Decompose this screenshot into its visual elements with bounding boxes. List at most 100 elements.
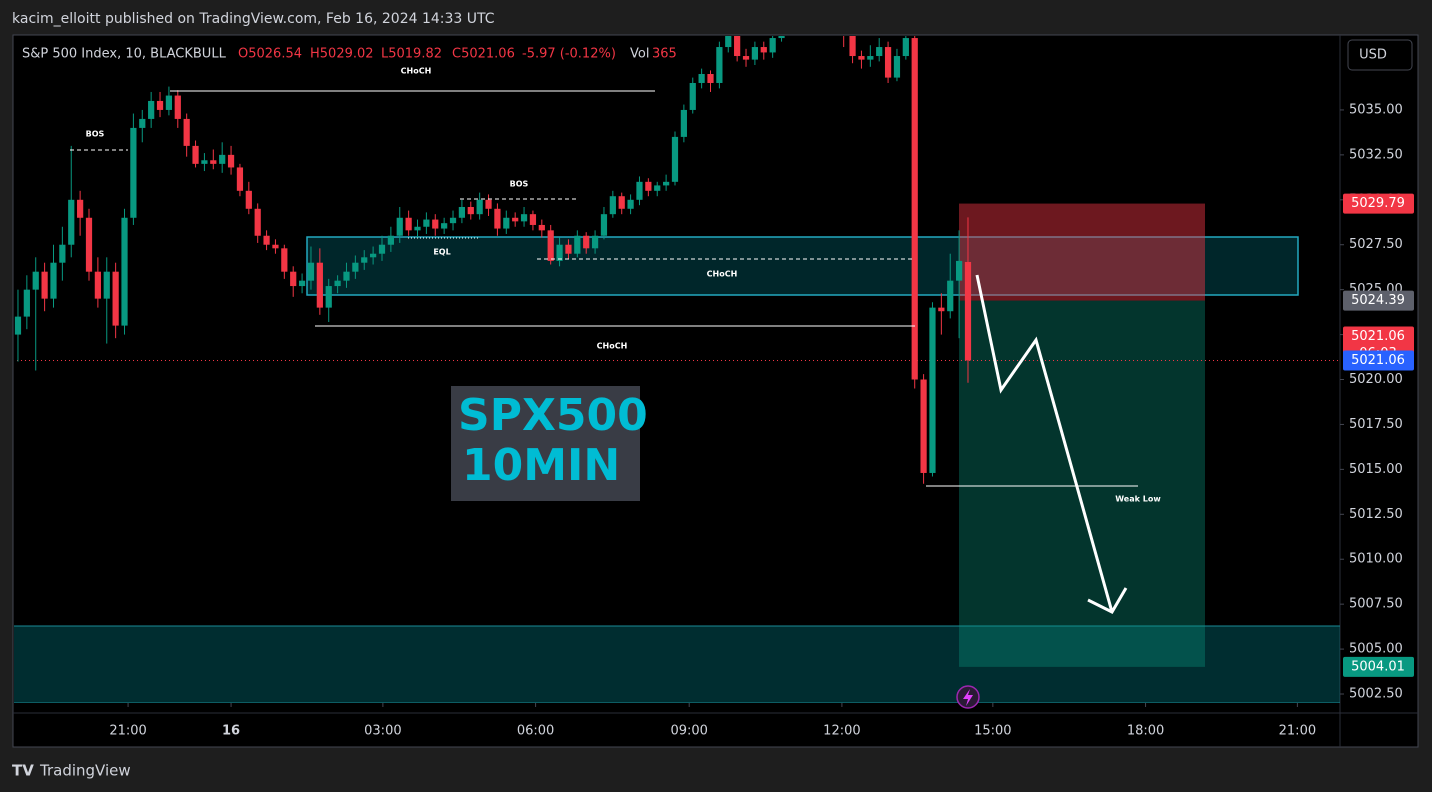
candle-body bbox=[609, 196, 616, 215]
x-tick-label: 15:00 bbox=[974, 724, 1011, 739]
y-tick-label: 5002.50 bbox=[1349, 687, 1403, 702]
candle-body bbox=[529, 214, 537, 225]
candle-body bbox=[130, 127, 137, 218]
candle-body bbox=[449, 217, 457, 224]
candle-body bbox=[485, 199, 492, 209]
candle-body bbox=[77, 199, 84, 218]
candle-body bbox=[689, 82, 696, 110]
y-tick-label: 5017.50 bbox=[1349, 417, 1403, 432]
y-tick-label: 5035.00 bbox=[1349, 102, 1403, 117]
candle-body bbox=[254, 208, 261, 236]
candle-body bbox=[361, 257, 368, 263]
candle-body bbox=[884, 47, 892, 78]
candle-body bbox=[68, 199, 75, 245]
candle-body bbox=[227, 154, 235, 168]
candle-body bbox=[503, 217, 510, 229]
candle-body bbox=[236, 167, 244, 191]
candle-body bbox=[219, 154, 226, 164]
candle-body bbox=[210, 160, 217, 164]
publisher: kacim_elloitt published on TradingView.c… bbox=[12, 11, 495, 27]
candle-body bbox=[41, 271, 48, 299]
candle-body bbox=[716, 47, 723, 83]
annotation: BOS bbox=[86, 130, 105, 139]
candle-body bbox=[387, 235, 394, 245]
annotation: BOS bbox=[510, 180, 529, 189]
candle-body bbox=[600, 214, 608, 236]
candle-body bbox=[645, 181, 652, 191]
y-tick-label: 5012.50 bbox=[1349, 507, 1403, 522]
candle-body bbox=[547, 230, 554, 261]
candle-body bbox=[467, 206, 474, 215]
candle-body bbox=[23, 289, 30, 317]
annotation: CHoCH bbox=[707, 270, 738, 279]
y-tick-label: 5027.50 bbox=[1349, 237, 1403, 252]
candle-body bbox=[414, 226, 421, 231]
price-label-box bbox=[1343, 656, 1414, 677]
x-tick-label: 03:00 bbox=[364, 724, 401, 739]
y-tick-label: 5032.50 bbox=[1349, 147, 1403, 162]
alert-bolt bbox=[963, 689, 973, 706]
candle-body bbox=[849, 36, 856, 57]
candle-body bbox=[680, 109, 687, 137]
candle-body bbox=[59, 244, 66, 263]
candle-body bbox=[938, 307, 945, 312]
candle-body bbox=[893, 56, 901, 78]
y-tick-label: 5005.00 bbox=[1349, 642, 1403, 657]
big-label: SPX500 bbox=[458, 390, 648, 441]
candle-body bbox=[263, 235, 270, 245]
candle-body bbox=[458, 206, 466, 218]
candle-body bbox=[32, 271, 39, 290]
candle-body bbox=[955, 260, 963, 281]
candle-body bbox=[494, 208, 501, 229]
candle-body bbox=[405, 217, 412, 231]
candle-body bbox=[441, 223, 448, 229]
currency-button[interactable] bbox=[1347, 39, 1413, 71]
candle-body bbox=[671, 136, 679, 182]
x-tick-label: 21:00 bbox=[109, 724, 146, 739]
candle-body bbox=[751, 47, 759, 60]
candle-body bbox=[370, 253, 377, 258]
arrow bbox=[975, 274, 1114, 613]
price-label-box bbox=[1343, 290, 1414, 311]
candle-body bbox=[778, 36, 785, 39]
y-tick-label: 5015.00 bbox=[1349, 462, 1403, 477]
legend-low: L5019.82 bbox=[381, 47, 442, 62]
candle-body bbox=[476, 199, 483, 215]
candle-body bbox=[725, 36, 732, 48]
candle-body bbox=[192, 145, 199, 164]
candle-body bbox=[298, 280, 306, 287]
legend-high: H5029.02 bbox=[310, 47, 374, 62]
candle-body bbox=[520, 214, 528, 222]
price-label-box bbox=[1343, 193, 1414, 214]
candle-body bbox=[174, 95, 181, 119]
candle-body bbox=[858, 56, 865, 60]
price-label: 5021.06 bbox=[1351, 353, 1405, 368]
legend-change: -5.97 (-0.12%) bbox=[522, 47, 616, 62]
candle-body bbox=[583, 235, 590, 249]
legend-close: C5021.06 bbox=[452, 47, 515, 62]
candle-body bbox=[290, 271, 297, 287]
drawings-back bbox=[14, 203, 1340, 703]
candle-body bbox=[121, 217, 128, 326]
candles bbox=[14, 36, 972, 484]
candle-body bbox=[769, 38, 776, 53]
candle-body bbox=[698, 73, 705, 83]
candle-body bbox=[316, 262, 323, 308]
candle-body bbox=[165, 95, 173, 110]
candle-body bbox=[902, 38, 909, 57]
candle-body bbox=[245, 190, 252, 209]
candle-body bbox=[734, 36, 741, 57]
x-tick-label: 09:00 bbox=[670, 724, 707, 739]
y-tick-label: 5010.00 bbox=[1349, 552, 1403, 567]
candle-body bbox=[103, 271, 110, 299]
candle-body bbox=[663, 181, 670, 186]
candle-body bbox=[867, 56, 874, 60]
candle-body bbox=[947, 280, 954, 312]
candle-body bbox=[307, 262, 315, 281]
candle-body bbox=[139, 118, 146, 128]
price-label-box bbox=[1343, 350, 1414, 371]
candle-body bbox=[512, 217, 519, 222]
candle-body bbox=[618, 196, 625, 209]
footer-logo: TV bbox=[12, 762, 34, 780]
